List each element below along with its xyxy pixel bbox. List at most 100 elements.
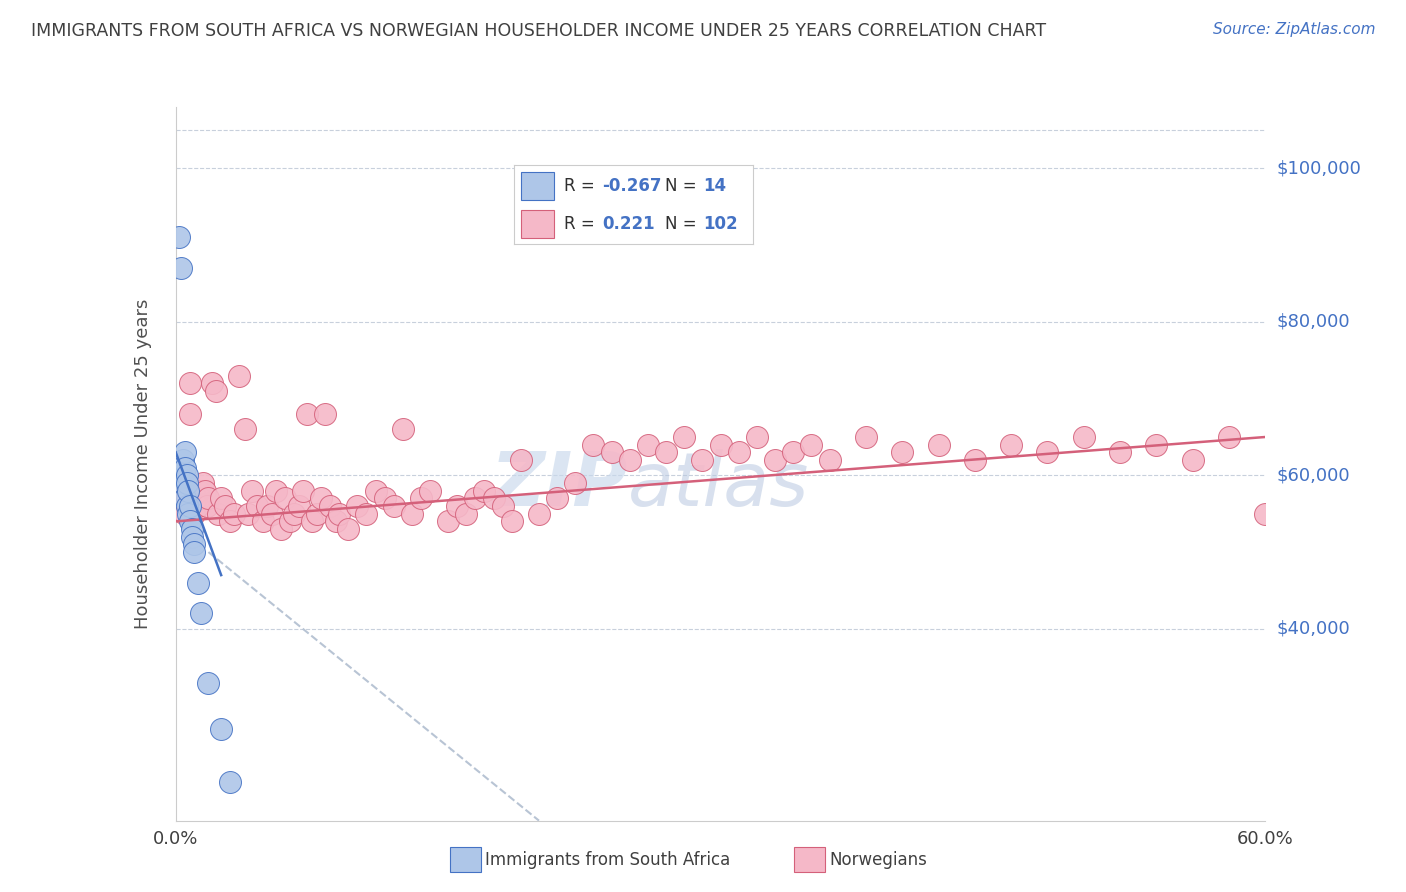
Point: [782, 445, 804, 459]
Point: [170, 491, 193, 506]
Point: [209, 491, 232, 506]
Point: [173, 445, 195, 459]
Text: Norwegians: Norwegians: [830, 851, 928, 869]
Point: [274, 491, 297, 506]
Point: [655, 445, 678, 459]
Text: N =: N =: [665, 215, 702, 233]
Point: [474, 483, 496, 498]
Point: [509, 453, 531, 467]
Point: [291, 483, 314, 498]
Point: [855, 430, 877, 444]
Point: [288, 499, 311, 513]
Point: [207, 507, 229, 521]
Point: [270, 522, 292, 536]
Point: [191, 476, 214, 491]
Point: [256, 499, 278, 513]
Point: [283, 507, 305, 521]
Text: $60,000: $60,000: [1277, 467, 1350, 484]
Point: [172, 453, 194, 467]
Text: 14: 14: [703, 177, 725, 195]
Point: [1000, 437, 1022, 451]
Point: [928, 437, 950, 451]
Point: [278, 515, 301, 529]
Point: [1146, 437, 1168, 451]
Point: [183, 537, 205, 551]
Point: [260, 507, 283, 521]
Point: [246, 499, 269, 513]
Point: [204, 384, 226, 398]
Point: [169, 230, 191, 244]
Text: IMMIGRANTS FROM SOUTH AFRICA VS NORWEGIAN HOUSEHOLDER INCOME UNDER 25 YEARS CORR: IMMIGRANTS FROM SOUTH AFRICA VS NORWEGIA…: [31, 22, 1046, 40]
Point: [546, 491, 568, 506]
Point: [401, 507, 423, 521]
Text: N =: N =: [665, 177, 702, 195]
Point: [745, 430, 768, 444]
Point: [240, 483, 263, 498]
Point: [337, 522, 360, 536]
Point: [190, 607, 212, 621]
Point: [219, 775, 242, 789]
Text: Immigrants from South Africa: Immigrants from South Africa: [485, 851, 730, 869]
Point: [727, 445, 749, 459]
Point: [186, 499, 209, 513]
Point: [201, 376, 224, 391]
Bar: [520, 210, 554, 238]
Text: $40,000: $40,000: [1277, 620, 1350, 638]
Point: [209, 722, 232, 736]
Point: [197, 491, 219, 506]
Point: [356, 507, 378, 521]
Point: [228, 368, 250, 383]
Point: [173, 507, 195, 521]
Point: [295, 407, 318, 421]
Point: [619, 453, 641, 467]
Point: [419, 483, 441, 498]
Point: [176, 491, 198, 506]
Point: [482, 491, 505, 506]
Point: [177, 483, 200, 498]
Point: [328, 507, 350, 521]
Point: [1181, 453, 1204, 467]
Point: [446, 499, 468, 513]
Text: ZIP: ZIP: [491, 449, 628, 522]
Point: [1109, 445, 1132, 459]
Point: [233, 422, 256, 436]
Text: 0.221: 0.221: [602, 215, 655, 233]
Point: [172, 476, 194, 491]
Point: [238, 507, 260, 521]
Point: [692, 453, 714, 467]
Point: [183, 545, 205, 559]
Point: [325, 515, 347, 529]
Point: [179, 515, 201, 529]
Text: Source: ZipAtlas.com: Source: ZipAtlas.com: [1212, 22, 1375, 37]
Point: [222, 507, 245, 521]
Point: [181, 522, 204, 536]
Point: [219, 515, 242, 529]
Point: [1036, 445, 1059, 459]
Point: [374, 491, 396, 506]
Point: [184, 491, 207, 506]
Point: [464, 491, 486, 506]
Point: [963, 453, 986, 467]
Point: [800, 437, 823, 451]
Point: [637, 437, 659, 451]
Point: [527, 507, 550, 521]
Point: [173, 491, 195, 506]
Text: $80,000: $80,000: [1277, 313, 1350, 331]
Point: [456, 507, 478, 521]
Point: [309, 491, 332, 506]
Point: [501, 515, 523, 529]
Point: [382, 499, 405, 513]
Point: [176, 468, 198, 483]
Point: [177, 499, 200, 513]
Point: [186, 575, 209, 590]
Point: [582, 437, 605, 451]
Text: 102: 102: [703, 215, 738, 233]
Y-axis label: Householder Income Under 25 years: Householder Income Under 25 years: [134, 299, 152, 629]
Point: [492, 499, 515, 513]
Point: [301, 515, 323, 529]
Point: [346, 499, 368, 513]
Point: [314, 407, 336, 421]
Point: [176, 499, 198, 513]
Point: [188, 483, 211, 498]
Point: [1218, 430, 1240, 444]
